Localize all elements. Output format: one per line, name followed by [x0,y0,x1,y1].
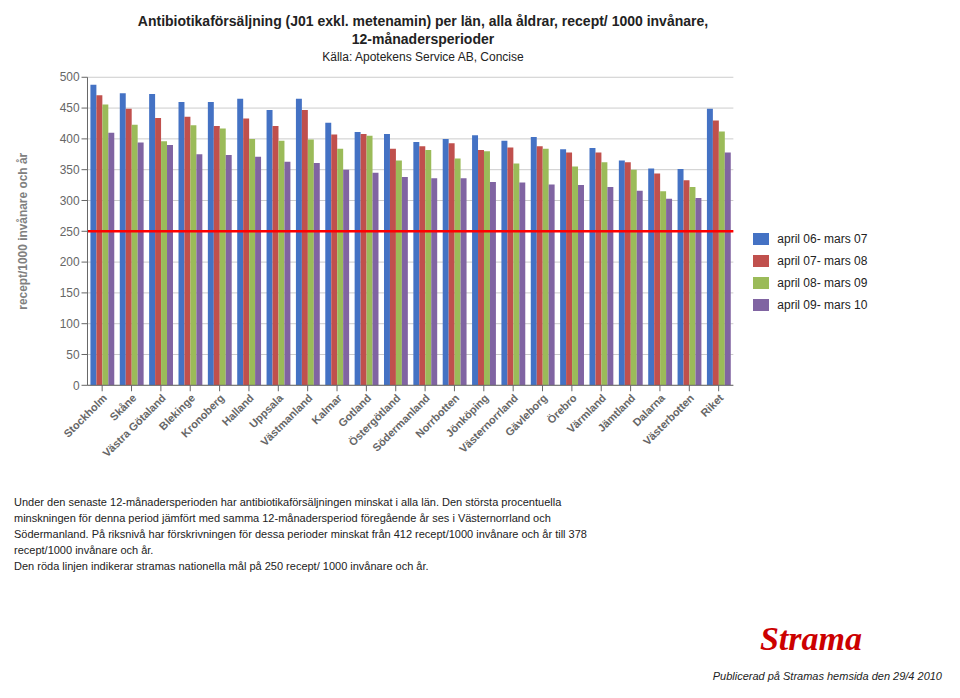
html-text:Antibiotikaförsäljning (J01 ex: Antibiotikaförsäljning (J01 exkl. metena… [137,13,709,29]
svg-text:200: 200 [60,255,80,269]
svg-text:0: 0 [73,379,80,393]
svg-text:Stockholm: Stockholm [61,391,109,439]
svg-text:Norrbotten: Norrbotten [413,391,462,440]
svg-text:Jämtland: Jämtland [595,392,637,434]
svg-text:recept/1000 invånare och år: recept/1000 invånare och år [16,152,30,309]
svg-text:Södermanland: Södermanland [369,391,432,454]
svg-text:Värmland: Värmland [564,391,609,436]
svg-text:Västra Götaland: Västra Götaland [100,391,168,460]
svg-text:Örebro: Örebro [544,391,579,426]
svg-text:Jönköping: Jönköping [443,391,491,440]
html-text:12-månadersperioder: 12-månadersperioder [351,31,495,47]
html-text:april 07- mars 08: april 07- mars 08 [777,254,868,268]
svg-text:Dalarna: Dalarna [630,391,667,429]
html-text:Strama: Strama [760,620,862,657]
html-text:april 09- mars 10: april 09- mars 10 [777,298,868,312]
svg-text:100: 100 [60,317,80,331]
svg-text:150: 150 [60,286,80,300]
html-text:Södermanland. På riksnivå har: Södermanland. På riksnivå har förskrivni… [14,528,587,540]
svg-text:Halland: Halland [219,391,256,428]
html-text:Publicerad på Stramas hemsida: Publicerad på Stramas hemsida den 29/4 2… [712,670,942,682]
html-text:recept/1000 invånare och år.: recept/1000 invånare och år. [14,544,154,556]
svg-text:250: 250 [60,225,80,239]
svg-text:Gotland: Gotland [335,391,374,430]
svg-text:Gävleborg: Gävleborg [503,392,550,439]
svg-text:Kronoberg: Kronoberg [179,392,227,440]
svg-text:Östergötland: Östergötland [346,391,403,449]
svg-text:Riket: Riket [698,391,726,419]
svg-text:Västernorrland: Västernorrland [456,391,521,455]
svg-text:Kalmar: Kalmar [309,391,344,427]
svg-text:450: 450 [60,101,80,115]
html-text:Källa: Apotekens Service AB, C: Källa: Apotekens Service AB, Concise [322,50,524,64]
svg-text:Blekinge: Blekinge [156,391,198,433]
svg-text:Västerbotten: Västerbotten [641,392,697,448]
svg-text:350: 350 [60,163,80,177]
html-text:Under den senaste 12-månadersp: Under den senaste 12-månadersperioden ha… [14,496,562,508]
svg-text:Västmanland: Västmanland [258,392,314,448]
html-text:minskningen för denna period j: minskningen för denna period jämfört med… [14,512,551,524]
svg-text:Uppsala: Uppsala [246,391,286,431]
html-text:Den röda linjen indikerar stra: Den röda linjen indikerar stramas nation… [14,560,429,572]
html-text:april 06- mars 07: april 06- mars 07 [777,232,868,246]
svg-text:300: 300 [60,194,80,208]
html-text:april 08- mars 09: april 08- mars 09 [777,276,868,290]
svg-text:400: 400 [60,132,80,146]
svg-text:50: 50 [66,348,80,362]
svg-text:Skåne: Skåne [107,391,139,423]
svg-text:500: 500 [60,71,80,85]
